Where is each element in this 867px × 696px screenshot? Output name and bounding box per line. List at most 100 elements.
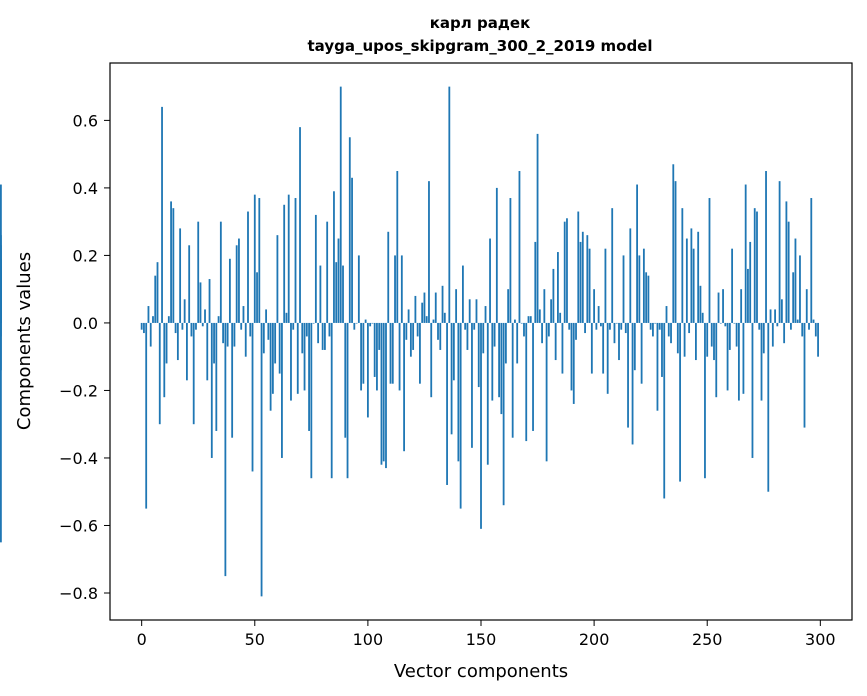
bar [618, 322, 620, 361]
y-tick-label: −0.4 [59, 449, 98, 468]
bar [613, 322, 616, 344]
bar [251, 322, 254, 472]
bar [799, 255, 801, 323]
bar [385, 322, 387, 469]
x-tick-label: 200 [579, 630, 610, 649]
bar [355, 322, 358, 324]
bar [183, 299, 186, 323]
bar [482, 322, 485, 354]
bar [195, 322, 197, 330]
bar [319, 265, 322, 323]
bar [432, 319, 435, 323]
bar [661, 322, 663, 377]
bar [590, 322, 593, 374]
plot-frame [109, 62, 853, 621]
bar [681, 208, 684, 323]
bar [353, 322, 356, 330]
bar [394, 255, 396, 323]
bar [199, 282, 202, 323]
y-tick-label: −0.6 [59, 516, 98, 535]
bar [704, 322, 706, 479]
bar [640, 322, 643, 384]
y-tick-label: 0.6 [73, 111, 98, 130]
bar [599, 322, 602, 327]
bar [464, 322, 467, 330]
bar [222, 322, 225, 344]
bar [683, 322, 686, 357]
bar [534, 241, 537, 323]
bar [455, 289, 458, 323]
bar [518, 171, 521, 323]
bar [290, 322, 292, 401]
bar [486, 322, 489, 465]
bar [441, 285, 444, 323]
y-tick-label: 0.2 [73, 246, 98, 265]
bar [443, 312, 446, 323]
bar [468, 299, 471, 323]
bar [742, 322, 745, 394]
bar [226, 322, 229, 347]
bar [337, 238, 340, 323]
bar [588, 248, 591, 323]
bar [740, 289, 743, 323]
bar [814, 322, 817, 337]
bar [756, 211, 758, 323]
bar [532, 322, 534, 431]
bar [817, 322, 819, 357]
bar [0, 322, 2, 543]
bar [310, 322, 313, 479]
bar [147, 306, 150, 323]
bar [414, 295, 417, 323]
bar [324, 322, 326, 350]
bar [812, 319, 815, 323]
bar [543, 289, 546, 323]
bar [631, 322, 634, 445]
chart-title: карл радек [430, 14, 531, 32]
bar [260, 322, 263, 597]
bar [604, 248, 607, 323]
bar [305, 322, 308, 337]
bar [679, 322, 681, 482]
bar [695, 322, 697, 361]
bar [676, 322, 679, 354]
bar [593, 289, 596, 323]
bar [568, 322, 571, 330]
bar [724, 322, 727, 327]
bar [708, 198, 711, 323]
bar [726, 322, 729, 391]
bar [509, 198, 512, 323]
bar [538, 309, 541, 323]
bar [697, 231, 700, 323]
bar [762, 322, 765, 354]
bar [785, 201, 788, 323]
bar [498, 322, 500, 398]
bar [701, 312, 704, 323]
bar [706, 322, 709, 357]
bar [278, 322, 281, 374]
bar [446, 322, 448, 485]
bar [235, 245, 238, 323]
x-tick-label: 50 [245, 630, 265, 649]
bar [348, 137, 351, 323]
bar [400, 255, 403, 323]
bar [665, 306, 668, 323]
bar [780, 299, 783, 323]
bar [308, 322, 310, 431]
bar [312, 322, 315, 324]
bar [559, 312, 562, 323]
bar [638, 255, 641, 323]
bar [787, 221, 790, 323]
x-axis-ticks: 0 50 100 150 200 250 300 [137, 620, 836, 649]
bar [699, 285, 702, 323]
bar [376, 322, 378, 391]
bar [667, 322, 670, 337]
bar [244, 322, 247, 357]
bar [258, 198, 261, 323]
bar [658, 322, 661, 330]
bar [421, 302, 424, 323]
bar [751, 322, 754, 458]
bar [262, 322, 265, 354]
bar [514, 319, 516, 323]
bar [299, 127, 301, 323]
